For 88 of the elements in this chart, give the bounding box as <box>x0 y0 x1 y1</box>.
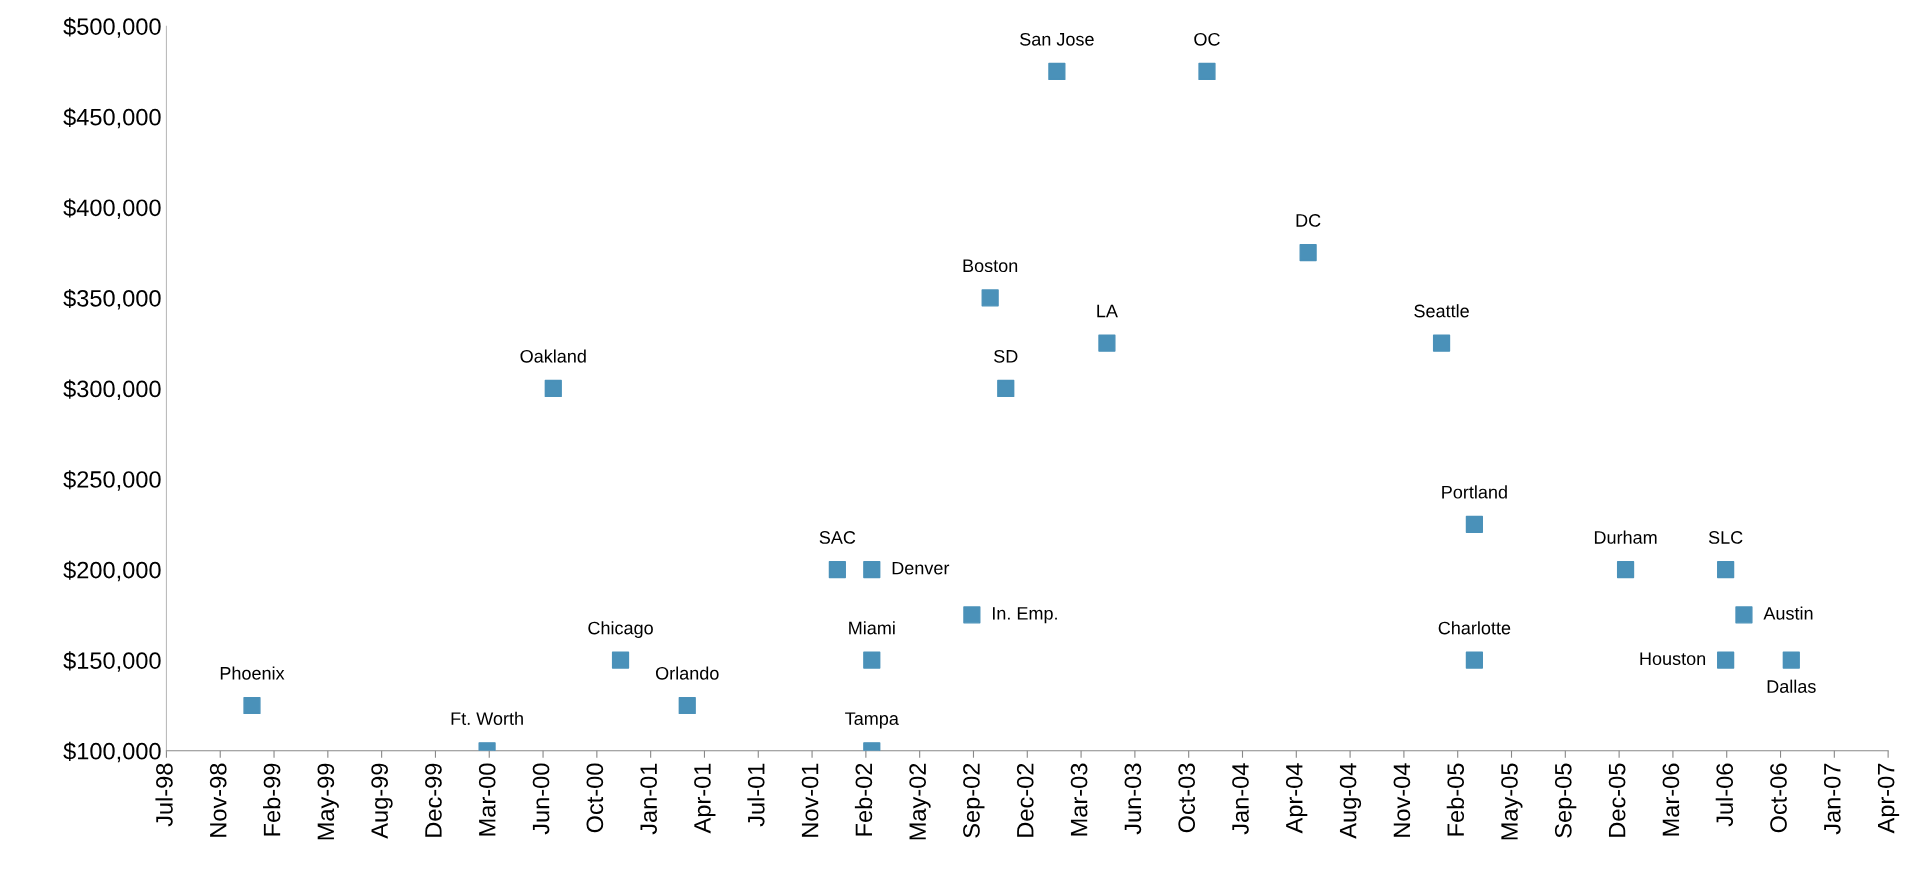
x-tick-label: Feb-02 <box>854 763 873 836</box>
point <box>243 696 261 715</box>
y-tick-label: $350,000 <box>63 288 161 310</box>
point <box>963 606 981 624</box>
x-tick-label: May-05 <box>1501 763 1523 840</box>
data-label: In. Emp. <box>992 607 1057 624</box>
data-label: SD <box>994 349 1018 363</box>
data-label: San Jose <box>1020 32 1094 46</box>
x-tick-label: Sep-05 <box>1554 763 1577 838</box>
data-label: Houston <box>1640 652 1706 666</box>
point <box>1717 561 1735 579</box>
data-label: Austin <box>1763 606 1813 620</box>
y-tick-label: $400,000 <box>63 198 161 219</box>
x-tick-label: Aug-04 <box>1339 763 1362 839</box>
x-tick-label: Jan-07 <box>1823 763 1841 835</box>
data-label: Ft. Worth <box>451 711 523 725</box>
point <box>544 379 562 398</box>
data-label: OC <box>1194 32 1220 46</box>
y-tick-label: $100,000 <box>63 741 161 763</box>
x-tick-label: Oct-06 <box>1770 763 1787 833</box>
point <box>997 379 1015 398</box>
data-label: Durham <box>1594 530 1657 544</box>
x-tick-label: Sep-02 <box>963 763 985 838</box>
point <box>611 651 630 669</box>
x-tick-label: Feb-05 <box>1446 763 1465 836</box>
point <box>1735 606 1753 624</box>
x-tick-label: Jan-04 <box>1232 763 1249 835</box>
x-tick-label: Aug-99 <box>371 763 393 839</box>
x-tick-label: Dec-99 <box>425 763 442 837</box>
point <box>1198 62 1216 81</box>
data-label: Charlotte <box>1438 621 1511 635</box>
point <box>1782 651 1800 669</box>
x-tick-label: Nov-98 <box>209 763 227 837</box>
data-label: SAC <box>819 531 856 544</box>
point <box>863 651 881 669</box>
data-label: Tampa <box>845 712 899 729</box>
point <box>1098 334 1116 352</box>
data-label: LA <box>1097 304 1118 318</box>
point <box>1465 515 1484 533</box>
data-label: Oakland <box>520 349 586 363</box>
data-label: Phoenix <box>220 666 285 680</box>
y-tick-label: $300,000 <box>63 379 161 401</box>
data-label: Portland <box>1442 485 1507 499</box>
x-tick-label: Oct-00 <box>586 763 604 833</box>
y-tick-label: $450,000 <box>63 107 161 129</box>
x-tick-label: Mar-03 <box>1070 763 1088 836</box>
data-label: DC <box>1296 214 1321 227</box>
data-label: Boston <box>963 259 1018 273</box>
y-tick-label: $250,000 <box>63 470 161 491</box>
x-tick-label: May-99 <box>317 763 339 840</box>
point <box>828 561 846 579</box>
point <box>1048 62 1066 81</box>
data-label: Chicago <box>588 621 653 638</box>
x-tick-label: Jul-98 <box>155 763 173 827</box>
x-tick-label: Jan-01 <box>640 763 657 835</box>
y-tick-label: $150,000 <box>63 651 161 672</box>
point <box>981 289 999 307</box>
point <box>1432 334 1451 352</box>
data-label: Denver <box>892 561 950 575</box>
data-label: Miami <box>849 621 895 635</box>
x-tick-label: Feb-99 <box>263 763 281 836</box>
x-tick-label: Mar-00 <box>478 763 496 836</box>
point <box>678 696 696 715</box>
x-tick-label: Oct-03 <box>1178 763 1196 833</box>
x-tick-label: Apr-04 <box>1285 763 1308 834</box>
x-tick-label: Jun-00 <box>532 763 550 835</box>
x-tick-label: Apr-01 <box>694 763 716 834</box>
x-tick-label: Nov-01 <box>801 763 819 837</box>
y-tick-label: $200,000 <box>63 560 161 582</box>
point <box>1616 561 1635 579</box>
point <box>1465 651 1484 669</box>
point <box>1299 244 1317 262</box>
x-tick-label: May-02 <box>909 763 931 840</box>
x-tick-label: Dec-02 <box>1016 763 1034 837</box>
x-tick-label: Jul-06 <box>1715 763 1734 827</box>
point <box>1717 651 1735 669</box>
x-tick-label: Nov-04 <box>1393 763 1411 837</box>
x-tick-label: Dec-05 <box>1608 763 1626 837</box>
data-label: Orlando <box>655 666 719 680</box>
data-label: SLC <box>1708 531 1743 544</box>
data-label: Dallas <box>1767 679 1816 693</box>
data-label: Seattle <box>1414 304 1469 318</box>
point <box>863 561 881 579</box>
x-tick-label: Apr-07 <box>1877 763 1900 834</box>
y-tick-label: $500,000 <box>63 17 161 38</box>
x-tick-label: Jun-03 <box>1124 763 1142 835</box>
x-tick-label: Mar-06 <box>1662 763 1680 836</box>
x-tick-label: Jul-01 <box>747 763 765 827</box>
